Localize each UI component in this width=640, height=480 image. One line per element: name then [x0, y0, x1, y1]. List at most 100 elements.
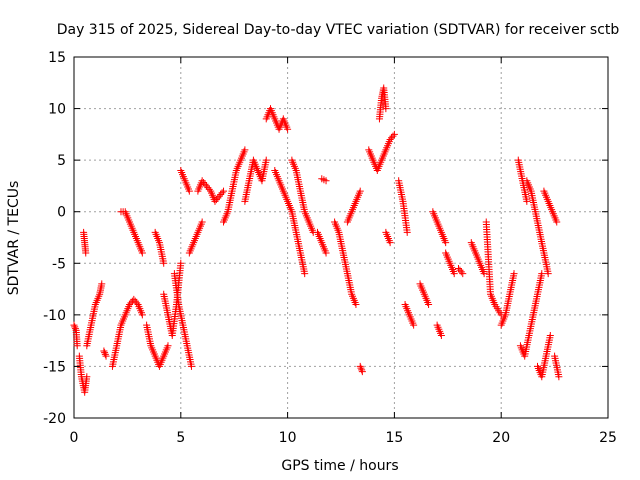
data-point: [555, 373, 563, 381]
data-track-1: [75, 352, 91, 396]
data-track-41: [540, 187, 561, 226]
data-track-24: [365, 130, 398, 174]
data-track-26: [382, 228, 394, 247]
data-point: [544, 270, 552, 278]
data-track-28: [401, 301, 418, 329]
y-tick-label: -10: [43, 308, 66, 324]
data-point: [457, 268, 465, 276]
data-point: [403, 228, 411, 236]
data-point: [164, 342, 172, 350]
plot-frame: [73, 56, 609, 419]
data-point: [301, 270, 309, 278]
data-point: [322, 249, 330, 257]
y-tick-label: 0: [57, 205, 66, 221]
y-tick-label: 15: [48, 50, 66, 66]
data-point: [262, 156, 270, 164]
data-point: [389, 132, 397, 140]
data-point: [284, 125, 292, 133]
data-track-3: [83, 280, 106, 350]
data-track-12: [185, 218, 206, 257]
y-axis-label: SDTVAR / TECUs: [6, 181, 22, 296]
x-axis-label: GPS time / hours: [281, 458, 398, 474]
data-point: [71, 325, 79, 333]
data-point: [459, 270, 467, 278]
data-point: [480, 270, 488, 278]
data-point: [198, 177, 206, 185]
data-point: [101, 349, 109, 357]
data-point: [130, 295, 138, 303]
data-track-31: [433, 321, 445, 339]
data-point: [358, 368, 366, 376]
chart-title: Day 315 of 2025, Sidereal Day-to-day VTE…: [57, 22, 620, 38]
data-track-22: [343, 187, 364, 226]
data-point: [218, 189, 226, 197]
data-point: [98, 280, 106, 288]
axis-ticks: 0 5 10 15 20 25 -20 -15 -10 -5 0 5 10 15: [43, 50, 617, 446]
data-track-6: [117, 208, 146, 257]
data-point: [204, 184, 212, 192]
data-point: [198, 218, 206, 226]
data-point: [454, 264, 462, 272]
data-track-16: [262, 105, 292, 133]
data-point: [410, 321, 418, 329]
data-track-5: [108, 295, 146, 370]
data-point: [100, 347, 108, 355]
x-tick-label: 15: [385, 430, 403, 446]
data-point: [241, 146, 249, 154]
data-track-23: [356, 362, 366, 376]
data-track-2: [80, 228, 90, 257]
data-point: [356, 362, 364, 370]
data-point: [131, 297, 139, 305]
data-point: [205, 185, 213, 193]
data-point: [187, 362, 195, 370]
data-track-11: [177, 166, 193, 195]
data-track-32: [442, 249, 458, 278]
data-track-35: [482, 218, 505, 319]
data-point: [214, 194, 222, 202]
data-point: [553, 218, 561, 226]
data-point: [185, 187, 193, 195]
data-track-34: [467, 239, 488, 278]
y-tick-label: 10: [48, 102, 66, 118]
data-point: [390, 130, 398, 138]
data-track-20: [318, 175, 330, 185]
y-tick-label: -15: [43, 359, 66, 375]
x-tick-label: 10: [279, 430, 297, 446]
data-track-19: [314, 228, 330, 257]
data-point: [523, 197, 531, 205]
y-tick-label: 5: [57, 153, 66, 169]
data-track-21: [331, 218, 360, 309]
data-track-18: [288, 156, 317, 236]
data-point: [200, 178, 208, 186]
data-track-0: [70, 321, 81, 350]
data-track-27: [395, 177, 411, 236]
data-track-10: [170, 270, 195, 370]
y-tick-label: -5: [52, 256, 66, 272]
data-point: [177, 259, 185, 267]
data-track-40: [534, 331, 554, 381]
data-point: [356, 187, 364, 195]
data-point: [425, 301, 433, 309]
data-track-8: [151, 228, 168, 267]
data-point: [212, 196, 220, 204]
data-points: [70, 84, 563, 396]
data-point: [133, 299, 141, 307]
data-point: [101, 350, 109, 358]
data-track-38: [516, 270, 546, 360]
data-point: [138, 249, 146, 257]
data-track-7: [143, 321, 172, 370]
data-point: [126, 301, 134, 309]
data-point: [215, 192, 223, 200]
data-track-25: [375, 84, 390, 123]
data-point: [217, 191, 225, 199]
data-track-33: [454, 264, 467, 278]
data-point: [456, 266, 464, 274]
x-tick-label: 20: [492, 430, 510, 446]
data-track-9: [160, 259, 185, 339]
data-point: [82, 249, 90, 257]
data-point: [510, 270, 518, 278]
data-point: [220, 187, 228, 195]
data-point: [71, 323, 79, 331]
y-tick-label: -20: [43, 411, 66, 427]
data-track-14: [220, 146, 249, 226]
